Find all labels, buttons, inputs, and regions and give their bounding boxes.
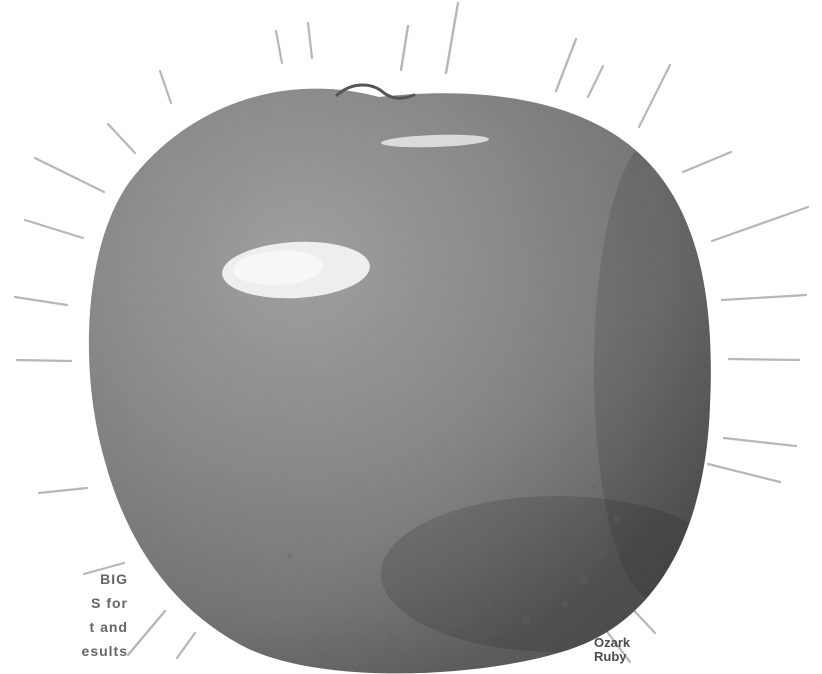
ray [274,29,284,65]
ray [586,64,605,99]
ray [23,218,85,240]
ray [637,63,672,129]
ray [722,436,798,448]
ray [13,295,69,307]
ray [720,293,808,302]
ray [37,486,89,495]
top-highlight [381,134,489,148]
ray [175,631,197,660]
ray [444,1,460,75]
ray [106,122,137,155]
ray [306,21,314,60]
ray [399,24,410,72]
ray [126,609,167,657]
ray [33,156,106,194]
ray [727,357,801,362]
ray [681,150,733,174]
partial-left-copy: BIG S for t and esults [0,567,128,663]
ray [158,69,173,105]
copy-line-3: t and [89,619,128,635]
ray [82,561,126,576]
variety-line-2: Ruby [594,649,627,664]
copy-line-4: esults [81,643,128,659]
main-highlight-core [233,250,323,286]
copy-line-1: BIG [100,571,128,587]
stem-cavity [335,83,416,100]
glow-rays [13,1,810,664]
variety-label: Ozark Ruby [594,636,664,664]
copy-line-2: S for [91,595,128,611]
variety-line-1: Ozark [594,635,631,650]
ray [710,205,810,243]
ray [15,358,73,363]
apple-speckles [287,239,677,639]
ray [554,37,578,93]
ray [706,462,782,484]
